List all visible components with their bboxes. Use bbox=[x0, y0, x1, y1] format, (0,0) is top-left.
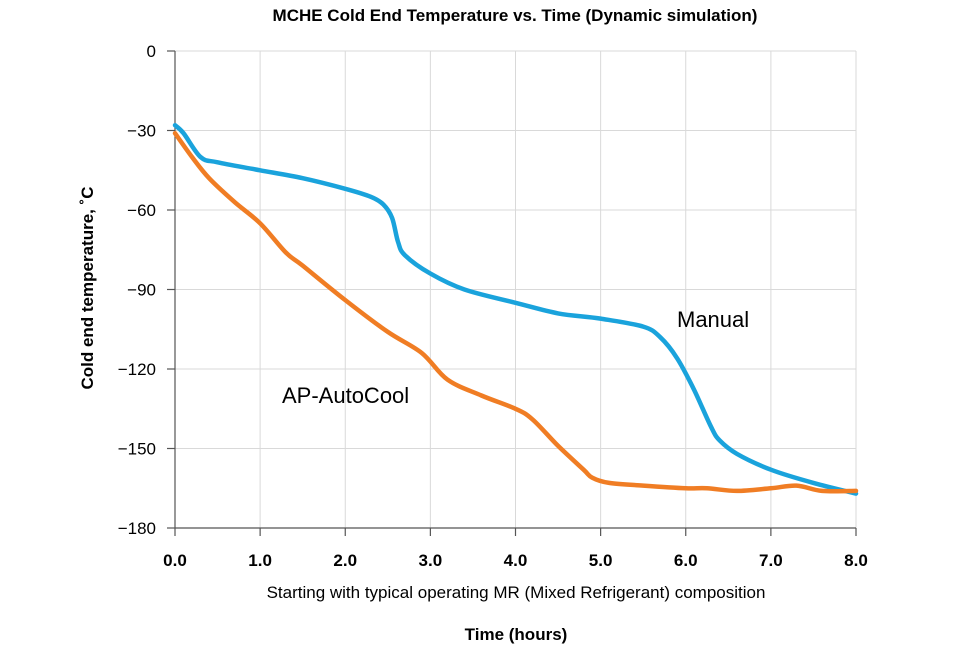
x-tick-label: 7.0 bbox=[759, 551, 783, 570]
x-tick-label: 3.0 bbox=[419, 551, 443, 570]
x-axis-label: Time (hours) bbox=[465, 625, 568, 644]
x-tick-label: 8.0 bbox=[844, 551, 868, 570]
series-label-manual: Manual bbox=[677, 307, 749, 332]
x-tick-label: 6.0 bbox=[674, 551, 698, 570]
y-tick-label: −120 bbox=[118, 360, 156, 379]
series-line-ap-autocool bbox=[172, 130, 859, 494]
y-tick-label: −90 bbox=[127, 281, 156, 300]
axes bbox=[167, 50, 857, 536]
x-tick-label: 5.0 bbox=[589, 551, 613, 570]
y-tick-labels: 0 −30 −60 −90 −120 −150 −180 bbox=[118, 42, 156, 538]
x-tick-label: 4.0 bbox=[504, 551, 528, 570]
x-tick-label: 1.0 bbox=[248, 551, 272, 570]
y-tick-label: −150 bbox=[118, 440, 156, 459]
y-axis-label: Cold end temperature, ˚C bbox=[78, 186, 97, 389]
y-tick-label: −60 bbox=[127, 201, 156, 220]
grid bbox=[174, 50, 857, 529]
y-tick-label: −30 bbox=[127, 122, 156, 141]
y-tick-label: 0 bbox=[147, 42, 156, 61]
x-tick-label: 0.0 bbox=[163, 551, 187, 570]
series-lines bbox=[172, 122, 859, 496]
series-line-manual bbox=[172, 122, 859, 496]
y-tick-label: −180 bbox=[118, 519, 156, 538]
chart-title: MCHE Cold End Temperature vs. Time (Dyna… bbox=[273, 6, 758, 25]
x-tick-labels: 0.0 1.0 2.0 3.0 4.0 5.0 6.0 7.0 8.0 bbox=[163, 551, 868, 570]
chart-subtitle: Starting with typical operating MR (Mixe… bbox=[267, 583, 766, 602]
series-label-ap-autocool: AP-AutoCool bbox=[282, 383, 409, 408]
x-tick-label: 2.0 bbox=[333, 551, 357, 570]
